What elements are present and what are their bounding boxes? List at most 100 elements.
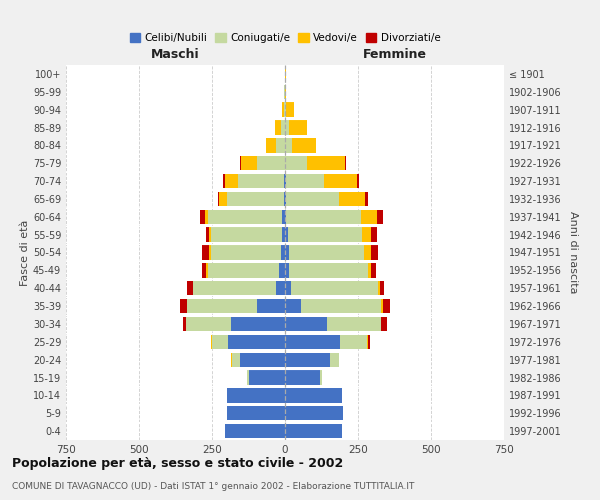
Text: Popolazione per età, sesso e stato civile - 2002: Popolazione per età, sesso e stato civil…	[12, 458, 343, 470]
Bar	[289, 263, 368, 278]
Bar	[187, 281, 193, 295]
Bar	[285, 388, 342, 402]
Bar	[240, 352, 285, 367]
Bar	[275, 120, 281, 134]
Bar	[276, 138, 285, 152]
Bar	[345, 156, 346, 170]
Bar	[186, 317, 231, 331]
Bar	[285, 406, 343, 420]
Bar	[248, 370, 285, 384]
Bar	[232, 352, 240, 367]
Bar	[220, 192, 227, 206]
Bar	[328, 317, 382, 331]
Y-axis label: Fasce di età: Fasce di età	[20, 220, 30, 286]
Bar	[211, 334, 212, 349]
Bar	[212, 334, 228, 349]
Bar	[285, 352, 330, 367]
Bar	[330, 352, 339, 367]
Bar	[377, 210, 383, 224]
Bar	[285, 263, 289, 278]
Bar	[200, 210, 205, 224]
Bar	[292, 138, 316, 152]
Text: COMUNE DI TAVAGNACCO (UD) - Dati ISTAT 1° gennaio 2002 - Elaborazione TUTTITALIA: COMUNE DI TAVAGNACCO (UD) - Dati ISTAT 1…	[12, 482, 415, 491]
Bar	[211, 228, 282, 242]
Bar	[365, 192, 368, 206]
Bar	[286, 174, 325, 188]
Bar	[238, 174, 284, 188]
Bar	[371, 246, 379, 260]
Bar	[307, 156, 345, 170]
Bar	[285, 84, 286, 99]
Bar	[240, 156, 241, 170]
Bar	[285, 424, 342, 438]
Bar	[223, 174, 225, 188]
Bar	[206, 228, 209, 242]
Bar	[247, 370, 248, 384]
Bar	[301, 299, 382, 313]
Bar	[225, 174, 238, 188]
Bar	[285, 228, 288, 242]
Bar	[284, 174, 285, 188]
Bar	[325, 174, 356, 188]
Bar	[285, 156, 307, 170]
Bar	[285, 281, 291, 295]
Bar	[279, 263, 285, 278]
Bar	[289, 120, 307, 134]
Text: Femmine: Femmine	[362, 48, 427, 62]
Bar	[367, 334, 368, 349]
Bar	[288, 228, 362, 242]
Bar	[225, 424, 285, 438]
Bar	[284, 102, 285, 117]
Bar	[282, 210, 285, 224]
Bar	[183, 317, 186, 331]
Bar	[380, 281, 384, 295]
Bar	[266, 138, 276, 152]
Bar	[284, 192, 285, 206]
Bar	[257, 299, 285, 313]
Bar	[285, 102, 286, 117]
Bar	[180, 299, 187, 313]
Bar	[382, 299, 383, 313]
Bar	[285, 334, 340, 349]
Bar	[231, 317, 285, 331]
Bar	[276, 281, 285, 295]
Bar	[257, 156, 285, 170]
Bar	[368, 334, 370, 349]
Bar	[211, 246, 281, 260]
Bar	[281, 120, 285, 134]
Bar	[339, 192, 365, 206]
Bar	[241, 156, 257, 170]
Bar	[282, 102, 284, 117]
Bar	[361, 210, 377, 224]
Bar	[364, 246, 371, 260]
Bar	[227, 406, 285, 420]
Bar	[320, 370, 322, 384]
Bar	[282, 228, 285, 242]
Bar	[371, 263, 376, 278]
Bar	[285, 317, 328, 331]
Bar	[209, 228, 211, 242]
Bar	[383, 299, 390, 313]
Bar	[340, 334, 367, 349]
Bar	[285, 174, 286, 188]
Bar	[187, 299, 257, 313]
Bar	[202, 246, 209, 260]
Legend: Celibi/Nubili, Coniugati/e, Vedovi/e, Divorziati/e: Celibi/Nubili, Coniugati/e, Vedovi/e, Di…	[125, 29, 445, 48]
Bar	[362, 228, 371, 242]
Bar	[289, 246, 364, 260]
Bar	[209, 246, 211, 260]
Bar	[285, 210, 286, 224]
Bar	[227, 388, 285, 402]
Text: Maschi: Maschi	[151, 48, 200, 62]
Bar	[356, 174, 359, 188]
Bar	[286, 210, 361, 224]
Bar	[368, 263, 371, 278]
Bar	[285, 120, 289, 134]
Bar	[202, 263, 206, 278]
Bar	[208, 210, 282, 224]
Bar	[281, 246, 285, 260]
Bar	[285, 138, 292, 152]
Bar	[208, 263, 279, 278]
Bar	[379, 281, 380, 295]
Bar	[227, 192, 284, 206]
